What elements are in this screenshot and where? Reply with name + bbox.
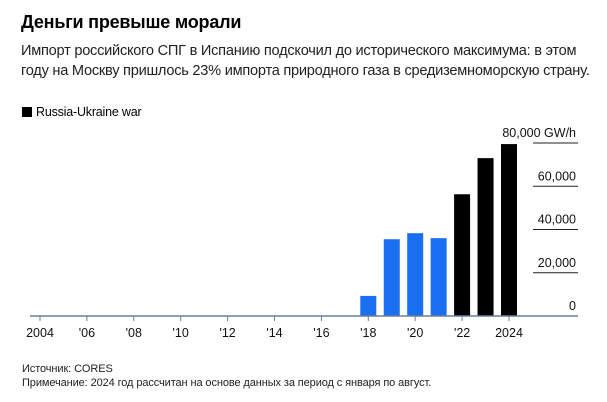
bar-2018 <box>360 295 377 316</box>
bar-2024 <box>501 144 517 316</box>
y-tick-label: 80,000 GW/h <box>502 126 576 140</box>
chart-subtitle: Импорт российского СПГ в Испанию подскоч… <box>21 43 590 79</box>
x-tick-label: '18 <box>360 326 376 340</box>
x-tick-label: '12 <box>219 326 235 340</box>
x-tick-label: '14 <box>266 326 282 340</box>
x-tick-label: '06 <box>79 326 95 340</box>
y-tick-label: 60,000 <box>538 169 576 183</box>
bar-2022 <box>454 194 471 316</box>
bar-2020 <box>407 233 424 316</box>
y-tick-label: 20,000 <box>538 256 576 270</box>
bar-2021 <box>430 238 447 316</box>
x-tick-label: '22 <box>454 326 470 340</box>
x-tick-label: '16 <box>313 326 329 340</box>
legend-label-war: Russia-Ukraine war <box>36 105 142 119</box>
legend: Russia-Ukraine war <box>22 105 142 119</box>
y-tick-label: 0 <box>569 299 576 313</box>
x-tick-label: '08 <box>126 326 142 340</box>
x-tick-label: 2024 <box>495 326 523 340</box>
legend-swatch-war <box>22 107 32 117</box>
x-tick-label: '10 <box>173 326 189 340</box>
chart-title: Деньги превыше морали <box>21 12 242 32</box>
footnote: Примечание: 2024 год рассчитан на основе… <box>22 377 432 389</box>
bar-2023 <box>477 158 494 316</box>
x-tick-label: 2004 <box>26 326 54 340</box>
y-tick-label: 40,000 <box>538 213 576 227</box>
source-note: Источник: CORES <box>22 363 113 375</box>
x-tick-label: '20 <box>407 326 423 340</box>
bar-2019 <box>383 239 400 316</box>
